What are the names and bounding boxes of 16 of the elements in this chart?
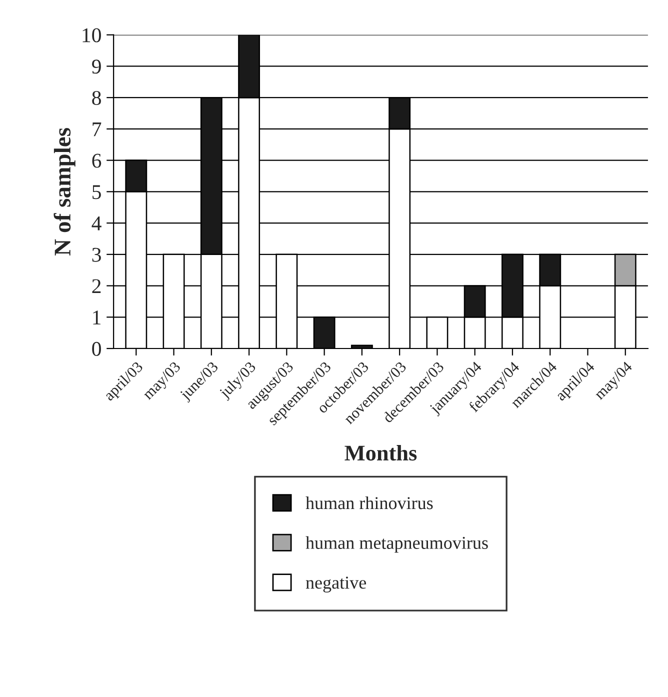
- y-axis-title: N of samples: [54, 128, 76, 256]
- legend-label: human rhinovirus: [306, 496, 433, 510]
- x-axis-title: Months: [344, 444, 417, 461]
- y-tick-label: 8: [92, 90, 101, 106]
- y-tick-label: 6: [92, 154, 102, 168]
- legend-label: negative: [306, 576, 366, 592]
- y-tick-label: 2: [92, 279, 101, 293]
- y-tick-label: 9: [92, 60, 101, 74]
- y-tick-label: 10: [82, 28, 101, 42]
- y-tick-label: 1: [93, 310, 101, 324]
- y-tick-label: 4: [92, 216, 102, 230]
- legend-label: human metapneumovirus: [306, 536, 488, 553]
- y-tick-label: 3: [92, 248, 101, 262]
- y-tick-label: 7: [92, 122, 102, 136]
- y-tick-label: 5: [92, 185, 101, 200]
- y-tick-label: 0: [92, 342, 101, 356]
